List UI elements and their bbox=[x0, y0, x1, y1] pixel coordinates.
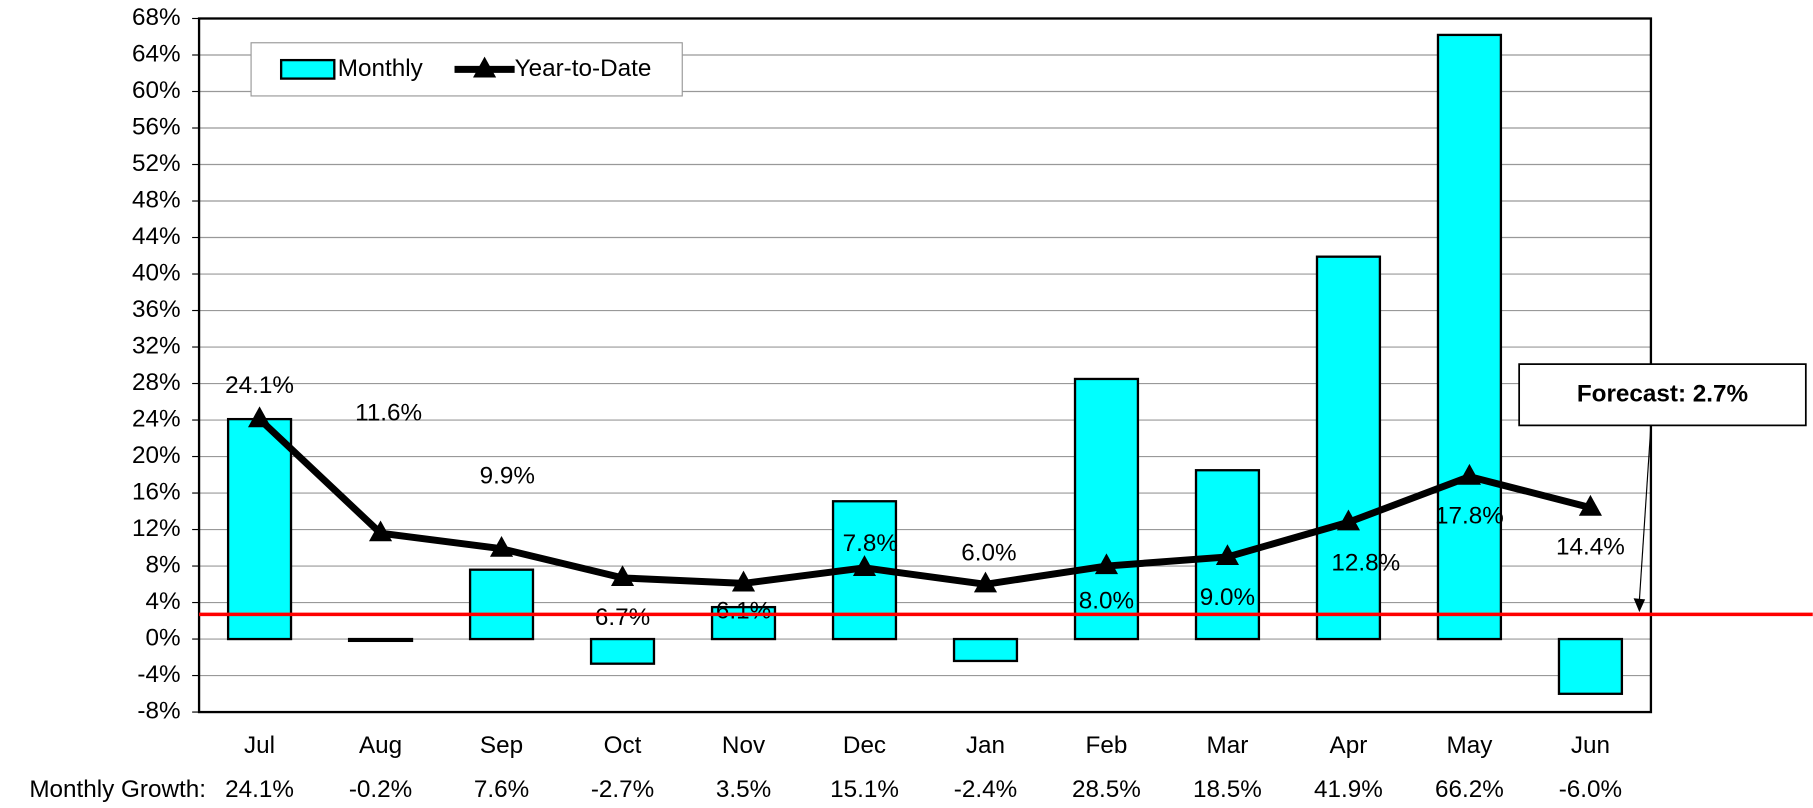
x-tick-label: Jan bbox=[966, 732, 1005, 759]
bar bbox=[1073, 377, 1140, 641]
x-tick-label: Sep bbox=[480, 732, 523, 759]
ytd-marker bbox=[731, 570, 756, 592]
ytd-label: 6.0% bbox=[961, 540, 1016, 567]
y-tick-label: -4% bbox=[137, 661, 180, 688]
x-tick-label: Jul bbox=[244, 732, 275, 759]
ytd-marker bbox=[610, 565, 635, 586]
ytd-label: 6.7% bbox=[595, 604, 650, 631]
y-tick-label: 64% bbox=[132, 40, 181, 67]
y-tick-label: 28% bbox=[132, 369, 181, 396]
y-tick-label: 8% bbox=[145, 551, 180, 578]
ytd-label: 24.1% bbox=[225, 372, 294, 399]
growth-value: 66.2% bbox=[1435, 776, 1504, 803]
x-tick-label: Apr bbox=[1330, 732, 1368, 759]
ytd-label: 17.8% bbox=[1435, 502, 1504, 529]
forecast-box bbox=[1518, 363, 1807, 427]
growth-value: 18.5% bbox=[1193, 776, 1262, 803]
ytd-label: 9.9% bbox=[480, 462, 535, 489]
bar bbox=[226, 417, 293, 641]
y-tick-label: 44% bbox=[132, 223, 181, 250]
y-tick-label: -8% bbox=[137, 697, 180, 724]
legend-label: Monthly bbox=[338, 55, 424, 82]
ytd-label: 7.8% bbox=[843, 530, 898, 557]
ytd-marker bbox=[973, 571, 998, 593]
growth-value: 28.5% bbox=[1072, 776, 1141, 803]
forecast-label: Forecast: 2.7% bbox=[1577, 381, 1748, 408]
bar bbox=[589, 637, 656, 665]
y-tick-label: 24% bbox=[132, 405, 181, 432]
growth-value: 3.5% bbox=[716, 776, 771, 803]
bar bbox=[347, 637, 414, 643]
bar bbox=[1315, 255, 1382, 641]
y-tick-label: 4% bbox=[145, 588, 180, 615]
ytd-marker bbox=[1215, 544, 1240, 566]
x-tick-label: Oct bbox=[604, 732, 642, 759]
ytd-marker bbox=[1457, 463, 1482, 485]
x-tick-label: May bbox=[1447, 732, 1494, 759]
forecast-arrow bbox=[1638, 425, 1652, 601]
bar bbox=[1557, 637, 1624, 695]
bar bbox=[710, 605, 777, 641]
y-tick-label: 60% bbox=[132, 77, 181, 104]
bar bbox=[1436, 33, 1503, 641]
y-tick-label: 0% bbox=[145, 624, 180, 651]
legend-label: Year-to-Date bbox=[515, 55, 652, 82]
x-tick-label: Dec bbox=[843, 732, 886, 759]
ytd-label: 6.1% bbox=[716, 598, 771, 625]
y-tick-label: 52% bbox=[132, 150, 181, 177]
x-tick-label: Feb bbox=[1086, 732, 1128, 759]
y-tick-label: 36% bbox=[132, 296, 181, 323]
ytd-marker bbox=[1578, 494, 1602, 516]
growth-value: -0.2% bbox=[349, 776, 412, 803]
y-tick-label: 20% bbox=[132, 442, 181, 469]
ytd-marker bbox=[248, 406, 272, 428]
growth-value: 41.9% bbox=[1314, 776, 1383, 803]
y-tick-label: 48% bbox=[132, 186, 181, 213]
x-tick-label: Jun bbox=[1571, 732, 1610, 759]
growth-value: -2.7% bbox=[591, 776, 654, 803]
ytd-label: 9.0% bbox=[1200, 584, 1255, 611]
ytd-marker bbox=[1336, 509, 1361, 531]
ytd-label: 12.8% bbox=[1331, 549, 1400, 576]
growth-value: -6.0% bbox=[1559, 776, 1622, 803]
ytd-line bbox=[257, 416, 1592, 588]
x-tick-label: Aug bbox=[359, 732, 402, 759]
x-tick-label: Mar bbox=[1207, 732, 1249, 759]
ytd-marker bbox=[852, 555, 877, 576]
ytd-label: 8.0% bbox=[1079, 587, 1134, 614]
y-tick-label: 16% bbox=[132, 478, 181, 505]
ytd-marker bbox=[1094, 553, 1119, 575]
x-tick-label: Nov bbox=[722, 732, 766, 759]
growth-value: 15.1% bbox=[830, 776, 899, 803]
y-tick-label: 68% bbox=[132, 4, 181, 31]
legend-swatch bbox=[279, 58, 336, 80]
y-tick-label: 32% bbox=[132, 332, 181, 359]
growth-value: -2.4% bbox=[954, 776, 1017, 803]
y-tick-label: 12% bbox=[132, 515, 181, 542]
growth-value: 24.1% bbox=[225, 776, 294, 803]
ytd-marker bbox=[368, 520, 393, 542]
y-tick-label: 56% bbox=[132, 113, 181, 140]
ytd-label: 14.4% bbox=[1556, 534, 1625, 561]
growth-row-label: Monthly Growth: bbox=[29, 776, 206, 803]
bar bbox=[952, 637, 1019, 663]
ytd-label: 11.6% bbox=[355, 400, 422, 427]
growth-value: 7.6% bbox=[474, 776, 529, 803]
forecast-arrowhead bbox=[1633, 598, 1646, 613]
legend-marker bbox=[473, 56, 497, 78]
y-tick-label: 40% bbox=[132, 259, 181, 286]
bar bbox=[468, 568, 535, 641]
ytd-marker bbox=[489, 535, 514, 557]
